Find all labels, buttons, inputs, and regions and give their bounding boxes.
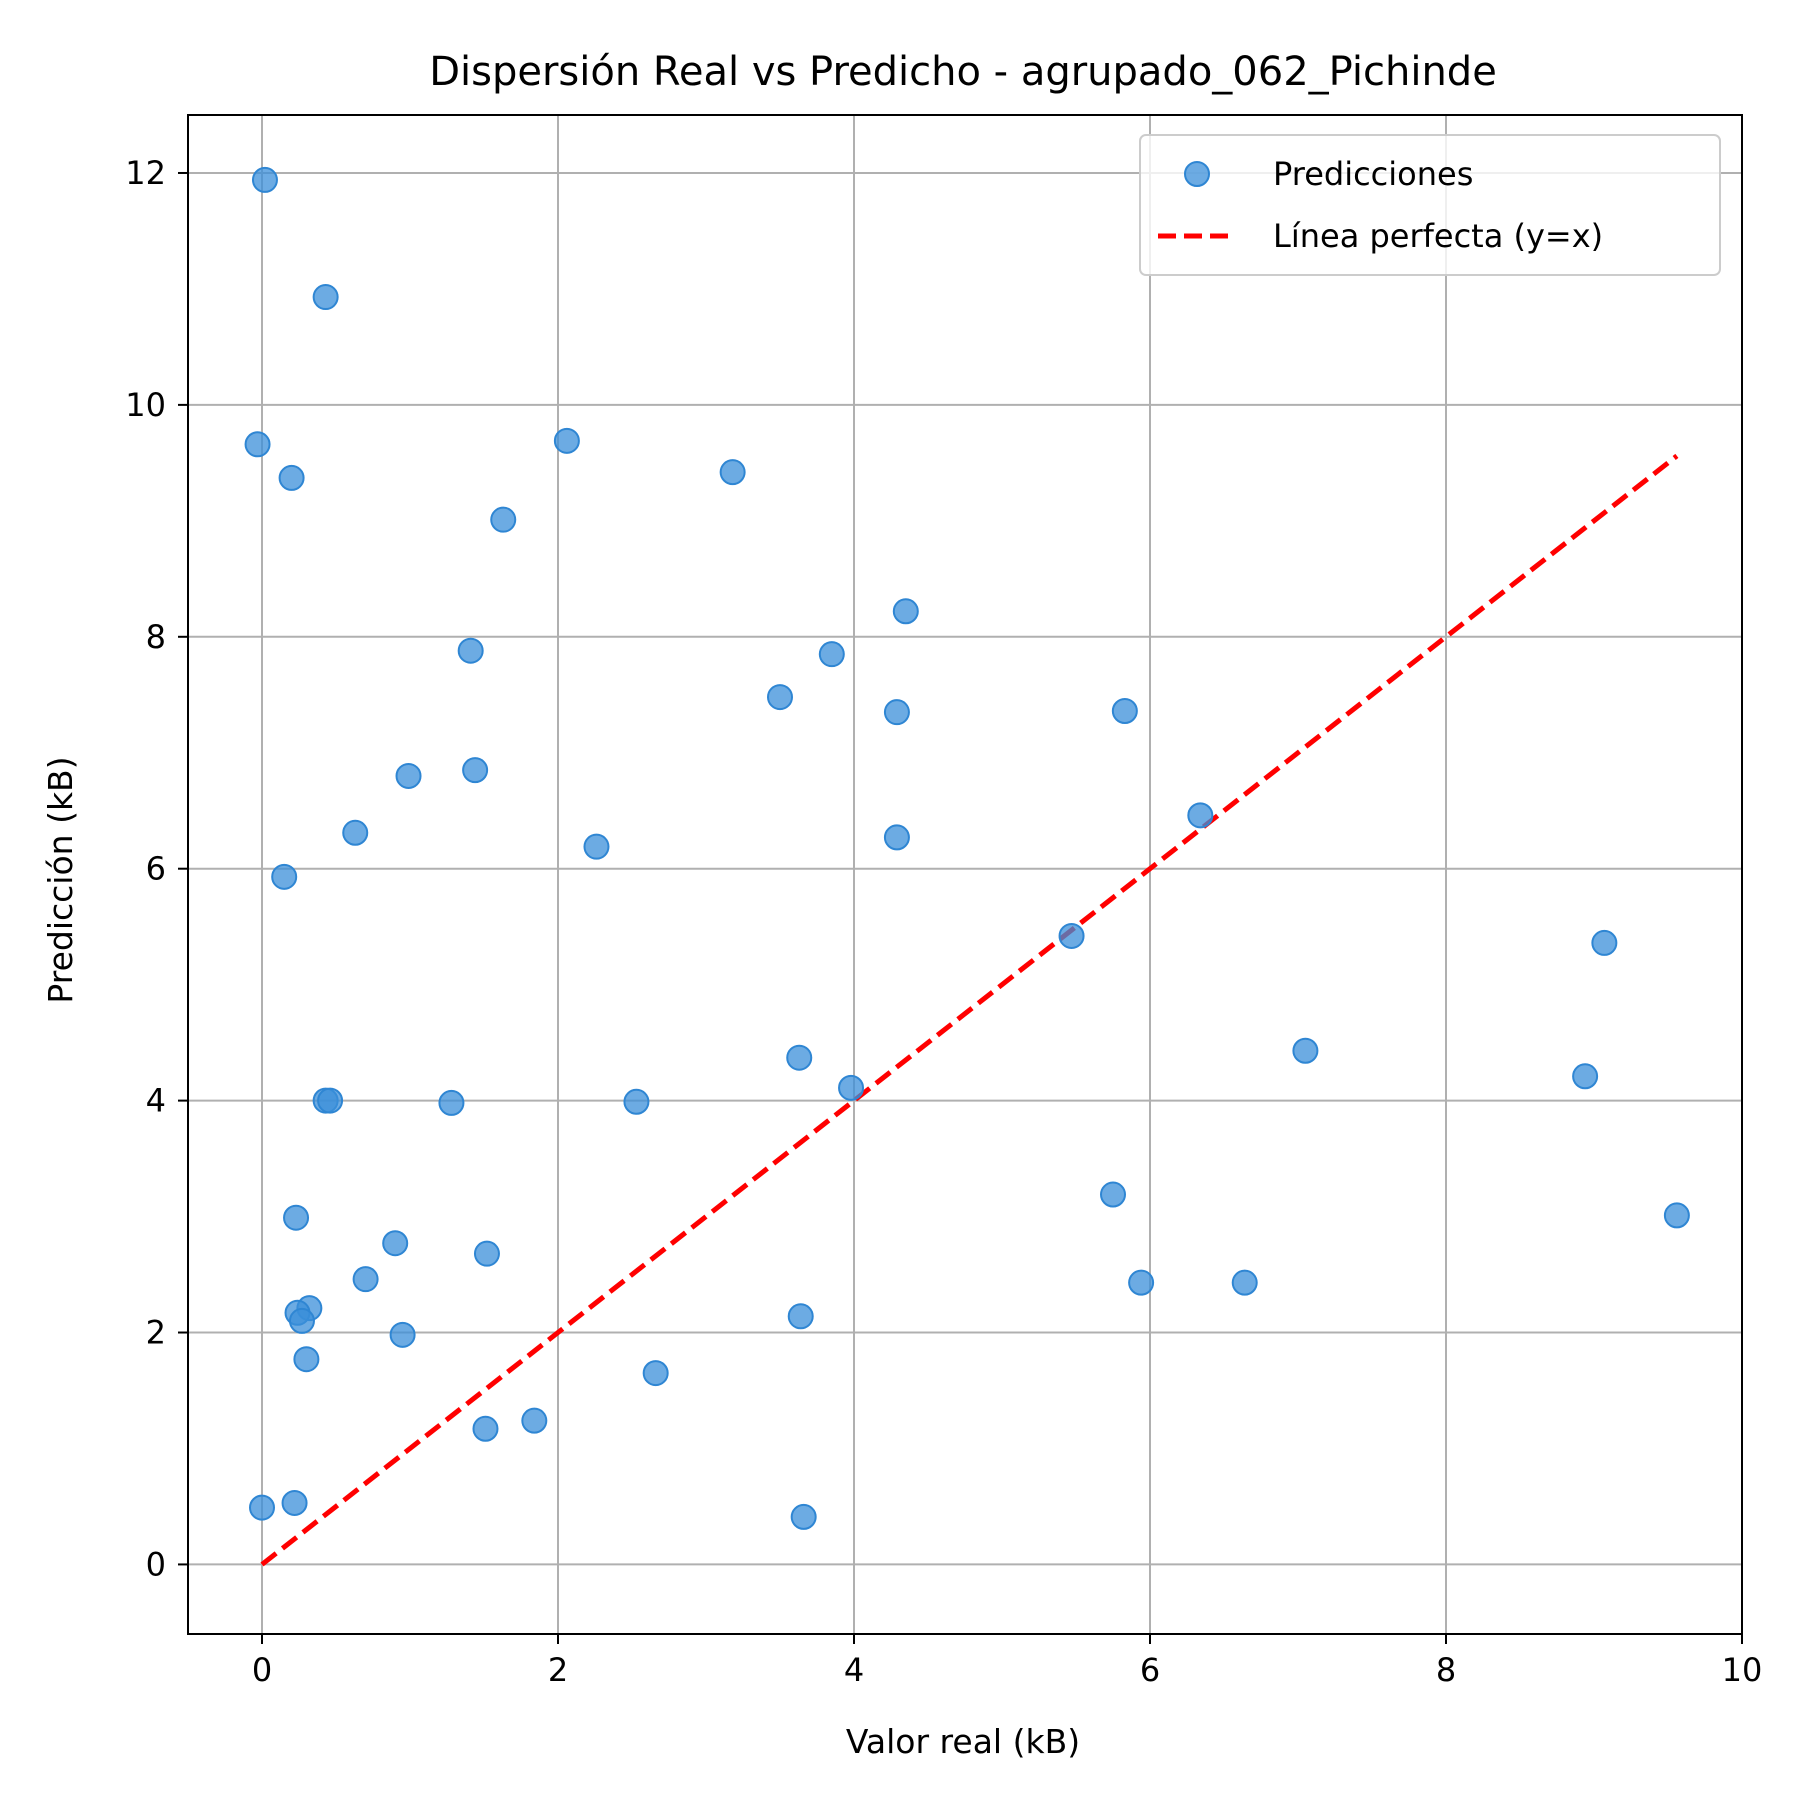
x-axis: 0 2 4 6 8 10: [252, 1634, 1763, 1689]
x-axis-label: Valor real (kB): [846, 1722, 1080, 1761]
points-layer: [244, 166, 1690, 1530]
scatter-point: [583, 833, 610, 860]
y-tick-label: 10: [125, 386, 166, 424]
scatter-point: [521, 1407, 548, 1434]
scatter-point: [1128, 1269, 1155, 1296]
perfect-line-layer: [260, 453, 1679, 1567]
legend-scatter-marker: [1184, 161, 1210, 187]
scatter-point: [281, 1489, 308, 1516]
x-tick-label: 2: [548, 1651, 568, 1689]
scatter-point: [623, 1088, 650, 1115]
scatter-point: [719, 459, 746, 486]
perfect-prediction-line: [260, 453, 1679, 1567]
scatter-point: [288, 1307, 315, 1334]
y-axis-label: Predicción (kB): [41, 756, 80, 1003]
scatter-point: [1100, 1181, 1126, 1208]
scatter-point: [244, 431, 271, 458]
scatter-point: [892, 598, 919, 625]
y-tick-label: 2: [146, 1314, 166, 1352]
scatter-point: [490, 506, 517, 533]
scatter-point: [473, 1240, 500, 1267]
scatter-point: [293, 1346, 320, 1373]
scatter-point: [642, 1360, 669, 1387]
y-axis: 0 2 4 6 8 10 12: [125, 154, 188, 1583]
y-tick-label: 4: [146, 1082, 166, 1120]
legend-box: [1139, 134, 1721, 276]
scatter-point: [251, 166, 278, 193]
scatter-point: [767, 684, 793, 711]
scatter-point: [438, 1089, 465, 1116]
scatter-point: [1572, 1063, 1599, 1090]
y-tick-label: 8: [146, 618, 166, 656]
x-tick-label: 0: [252, 1651, 272, 1689]
plot-frame: [187, 114, 1743, 1635]
x-tick-label: 10: [1722, 1651, 1763, 1689]
scatter-point: [786, 1044, 813, 1071]
scatter-point: [352, 1266, 379, 1293]
scatter-point: [271, 863, 298, 890]
scatter-point: [1058, 922, 1085, 949]
scatter-point: [1111, 698, 1138, 725]
scatter-point: [787, 1303, 814, 1330]
y-tick-label: 6: [146, 850, 166, 888]
x-tick-label: 8: [1436, 1651, 1456, 1689]
scatter-point: [818, 641, 845, 668]
scatter-point: [457, 637, 484, 664]
x-tick-label: 6: [1140, 1651, 1160, 1689]
scatter-point: [382, 1230, 409, 1257]
legend-label-linea-perfecta: Línea perfecta (y=x): [1273, 217, 1603, 255]
legend-label-predicciones: Predicciones: [1273, 155, 1473, 193]
legend: Predicciones Línea perfecta (y=x): [1139, 134, 1721, 276]
scatter-point: [278, 464, 305, 491]
y-tick-label: 0: [146, 1545, 166, 1583]
scatter-point: [553, 427, 580, 454]
scatter-point: [1663, 1202, 1690, 1229]
scatter-point: [389, 1321, 416, 1348]
scatter-point: [472, 1415, 499, 1442]
scatter-point: [883, 824, 910, 851]
scatter-point: [342, 819, 369, 846]
scatter-point: [1187, 802, 1214, 829]
scatter-point: [790, 1503, 817, 1530]
scatter-point: [1591, 929, 1618, 956]
plot-area: [188, 115, 1742, 1634]
scatter-point: [462, 757, 489, 784]
scatter-point: [1292, 1037, 1319, 1064]
scatter-point: [283, 1204, 310, 1231]
x-tick-label: 4: [844, 1651, 864, 1689]
chart-title: Dispersión Real vs Predicho - agrupado_0…: [429, 49, 1497, 95]
scatter-point: [317, 1087, 344, 1114]
scatter-point: [395, 762, 422, 789]
scatter-point: [883, 699, 910, 726]
scatter-point: [1231, 1269, 1258, 1296]
scatter-point: [312, 284, 339, 311]
y-tick-label: 12: [125, 154, 166, 192]
scatter-point: [838, 1074, 865, 1101]
scatter-point: [249, 1494, 275, 1521]
